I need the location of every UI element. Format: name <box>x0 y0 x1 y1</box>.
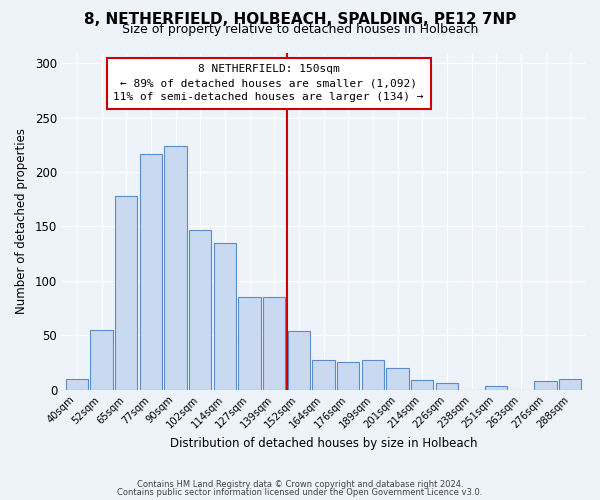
Bar <box>535 381 557 390</box>
Bar <box>238 297 260 390</box>
Bar <box>337 362 359 390</box>
Bar <box>189 230 211 390</box>
Bar <box>66 378 88 390</box>
Bar <box>436 383 458 390</box>
Text: 8, NETHERFIELD, HOLBEACH, SPALDING, PE12 7NP: 8, NETHERFIELD, HOLBEACH, SPALDING, PE12… <box>84 12 516 28</box>
Bar <box>411 380 433 390</box>
Bar <box>313 360 335 390</box>
Bar <box>485 386 507 390</box>
Text: Size of property relative to detached houses in Holbeach: Size of property relative to detached ho… <box>122 22 478 36</box>
Bar <box>164 146 187 390</box>
Bar <box>115 196 137 390</box>
Text: Contains public sector information licensed under the Open Government Licence v3: Contains public sector information licen… <box>118 488 482 497</box>
Bar <box>559 378 581 390</box>
Bar <box>214 243 236 390</box>
Y-axis label: Number of detached properties: Number of detached properties <box>15 128 28 314</box>
Bar <box>362 360 384 390</box>
Text: Contains HM Land Registry data © Crown copyright and database right 2024.: Contains HM Land Registry data © Crown c… <box>137 480 463 489</box>
X-axis label: Distribution of detached houses by size in Holbeach: Distribution of detached houses by size … <box>170 437 477 450</box>
Bar <box>91 330 113 390</box>
Bar <box>263 297 285 390</box>
Text: 8 NETHERFIELD: 150sqm
← 89% of detached houses are smaller (1,092)
11% of semi-d: 8 NETHERFIELD: 150sqm ← 89% of detached … <box>113 64 424 102</box>
Bar <box>288 331 310 390</box>
Bar <box>386 368 409 390</box>
Bar <box>140 154 162 390</box>
